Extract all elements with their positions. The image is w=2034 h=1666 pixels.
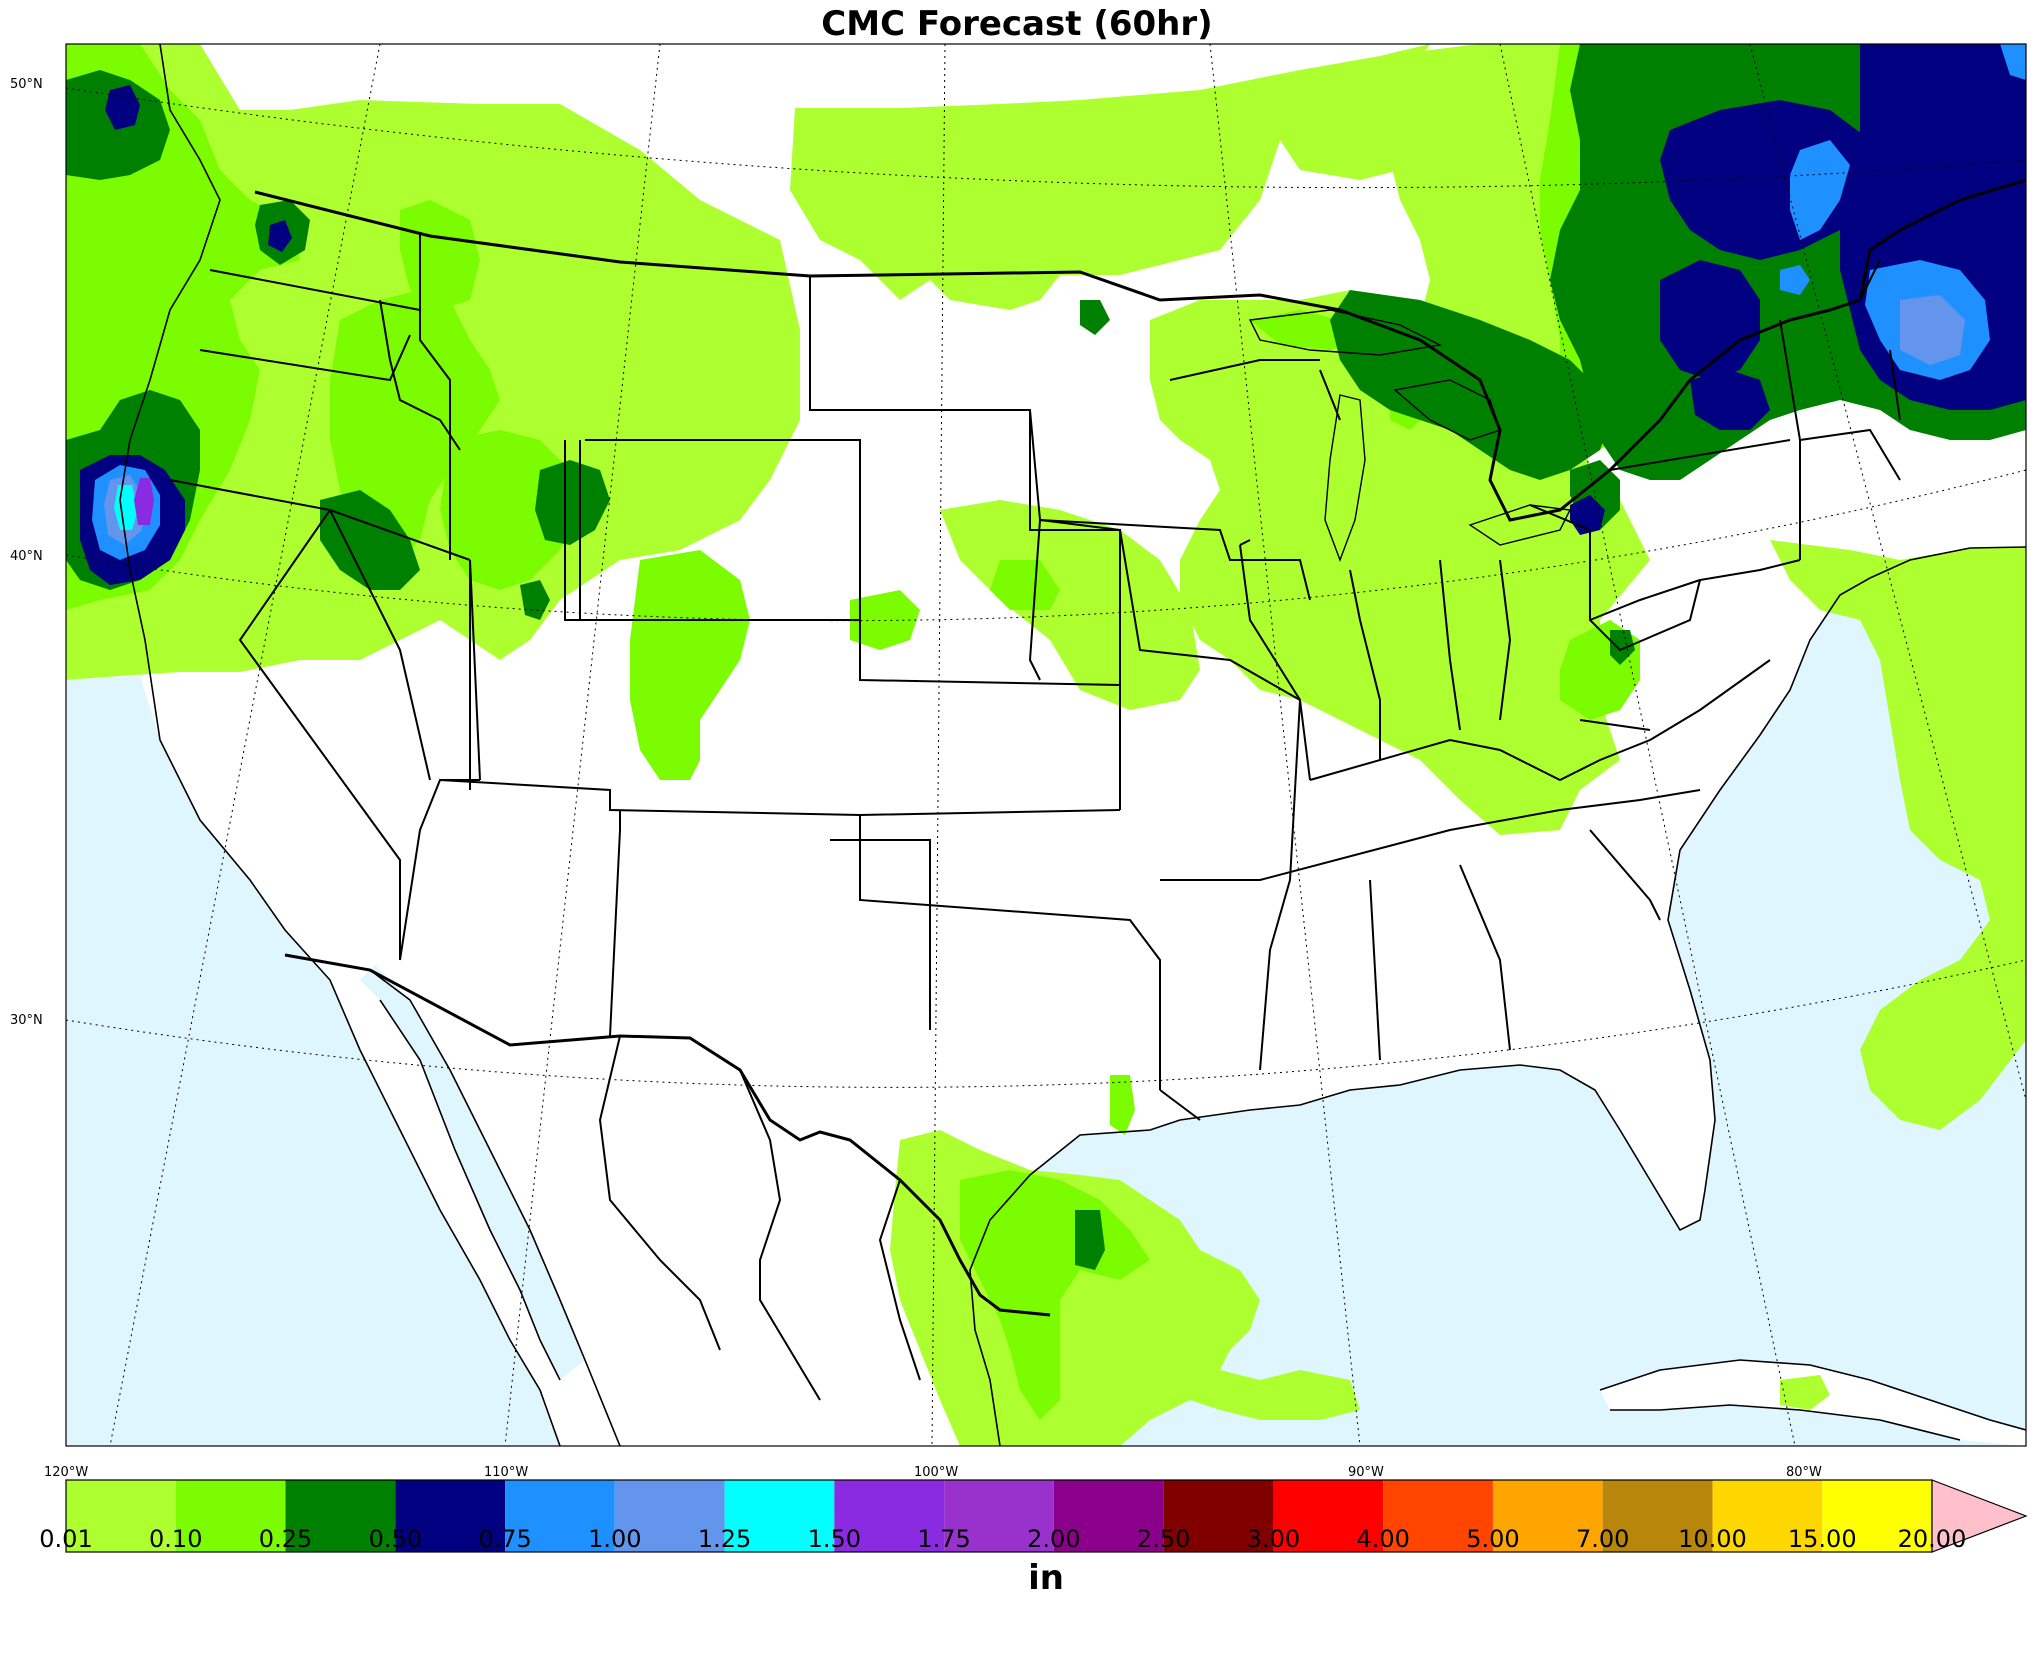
colorbar-label: 3.00	[1246, 1525, 1301, 1553]
colorbar-label: 2.00	[1027, 1525, 1081, 1553]
colorbar-label: 1.75	[917, 1525, 971, 1553]
lon-label-80w: 80°W	[1786, 1465, 1822, 1480]
lon-label-120w: 120°W	[44, 1465, 89, 1480]
colorbar-extend-arrow	[1931, 1479, 2028, 1553]
colorbar-box	[1273, 1480, 1384, 1552]
lat-label-50n: 50°N	[10, 77, 43, 92]
map-title: CMC Forecast (60hr)	[821, 4, 1213, 44]
colorbar-label: 0.25	[258, 1525, 313, 1553]
colorbar-box	[505, 1480, 615, 1552]
colorbar-label: 20.00	[1897, 1525, 1967, 1553]
colorbar-box	[944, 1480, 1054, 1552]
colorbar-label: 1.25	[697, 1525, 752, 1553]
colorbar-units: in	[1028, 1558, 1064, 1598]
state-borders	[169, 235, 1901, 1401]
colorbar-box	[1712, 1480, 1823, 1552]
lon-label-110w: 110°W	[484, 1465, 529, 1480]
colorbar-label: 5.00	[1466, 1525, 1520, 1553]
precipitation-fill	[66, 44, 2026, 1446]
colorbar-label: 1.50	[807, 1525, 862, 1553]
colorbar-label: 15.00	[1787, 1525, 1857, 1553]
colorbar-box	[1822, 1480, 1932, 1552]
colorbar-box	[395, 1480, 506, 1552]
colorbar-box	[834, 1480, 945, 1552]
lon-label-90w: 90°W	[1348, 1465, 1384, 1480]
lon-label-100w: 100°W	[914, 1465, 959, 1480]
coastlines-and-borders	[119, 44, 2026, 1446]
lat-label-30n: 30°N	[10, 1013, 43, 1028]
colorbar-label: 0.01	[39, 1525, 93, 1553]
colorbar-label: 7.00	[1575, 1525, 1630, 1553]
colorbar-box	[1492, 1480, 1603, 1552]
colorbar-box	[724, 1480, 835, 1552]
colorbar-label: 10.00	[1678, 1525, 1747, 1553]
country-borders	[254, 178, 2026, 1317]
colorbar-label: 0.10	[149, 1525, 203, 1553]
colorbar-box	[1163, 1480, 1274, 1552]
colorbar-box	[1053, 1480, 1164, 1552]
gulf-of-california	[360, 965, 585, 1380]
colorbar-box	[1602, 1480, 1713, 1552]
pacific-coast	[66, 676, 560, 1446]
colorbar-label: 2.50	[1136, 1525, 1191, 1553]
colorbar-box	[614, 1480, 725, 1552]
colorbar-label: 0.75	[478, 1525, 532, 1553]
colorbar	[65, 1479, 2028, 1553]
map-frame	[65, 43, 2027, 1447]
colorbar-box	[285, 1480, 396, 1552]
colorbar-label: 0.50	[368, 1525, 422, 1553]
lat-label-40n: 40°N	[10, 549, 43, 564]
colorbar-label: 1.00	[588, 1525, 642, 1553]
colorbar-box	[66, 1480, 176, 1552]
colorbar-box	[175, 1480, 286, 1552]
colorbar-label: 4.00	[1356, 1525, 1410, 1553]
colorbar-box	[1383, 1480, 1493, 1552]
